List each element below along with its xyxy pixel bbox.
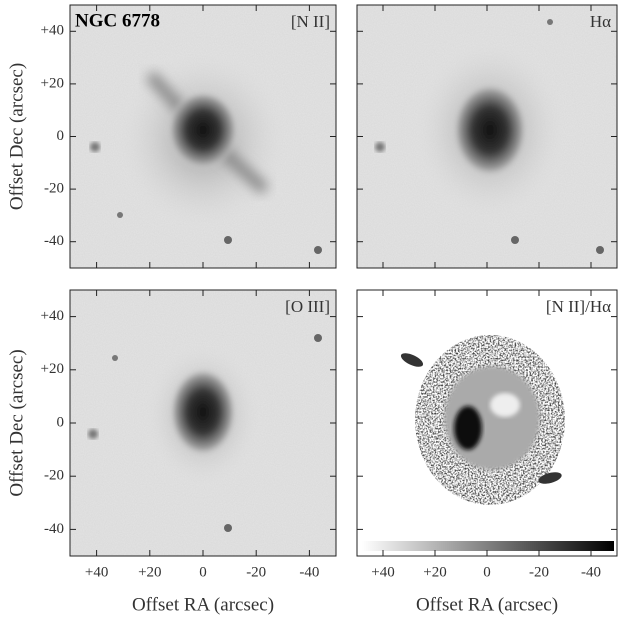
image-ha (357, 5, 617, 268)
y-axis-label: Offset Dec (arcsec) (6, 63, 27, 210)
y-tick-label: 0 (57, 414, 65, 430)
panel-label: [O III] (285, 297, 330, 316)
x-tick-label: 0 (199, 564, 207, 580)
x-tick-label: +20 (138, 564, 161, 580)
y-tick-label: 0 (57, 128, 65, 144)
y-axis-label: Offset Dec (arcsec) (6, 349, 27, 496)
panel-label: Hα (590, 12, 611, 31)
x-tick-label: 0 (483, 564, 491, 580)
panel-label: [N II]/Hα (546, 297, 611, 316)
x-tick-label: -20 (529, 564, 549, 580)
x-axis-label: Offset RA (arcsec) (132, 594, 274, 615)
figure-title: NGC 6778 (75, 10, 160, 31)
x-axis-label: Offset RA (arcsec) (416, 594, 558, 615)
x-tick-label: -40 (299, 564, 319, 580)
y-tick-label: -20 (44, 468, 64, 484)
y-tick-label: +40 (41, 308, 64, 324)
y-tick-label: +20 (41, 75, 64, 91)
x-tick-label: +20 (423, 564, 446, 580)
x-tick-label: -40 (581, 564, 601, 580)
y-tick-label: -40 (44, 233, 64, 249)
y-tick-label: -20 (44, 181, 64, 197)
y-tick-label: +20 (41, 361, 64, 377)
y-tick-label: +40 (41, 23, 64, 39)
x-tick-label: +40 (371, 564, 394, 580)
panel-label: [N II] (291, 12, 330, 31)
image-oiii (70, 290, 336, 556)
image-nii (70, 5, 336, 268)
image-ratio (357, 290, 617, 556)
x-tick-label: -20 (246, 564, 266, 580)
y-tick-label: -40 (44, 521, 64, 537)
x-tick-label: +40 (85, 564, 108, 580)
